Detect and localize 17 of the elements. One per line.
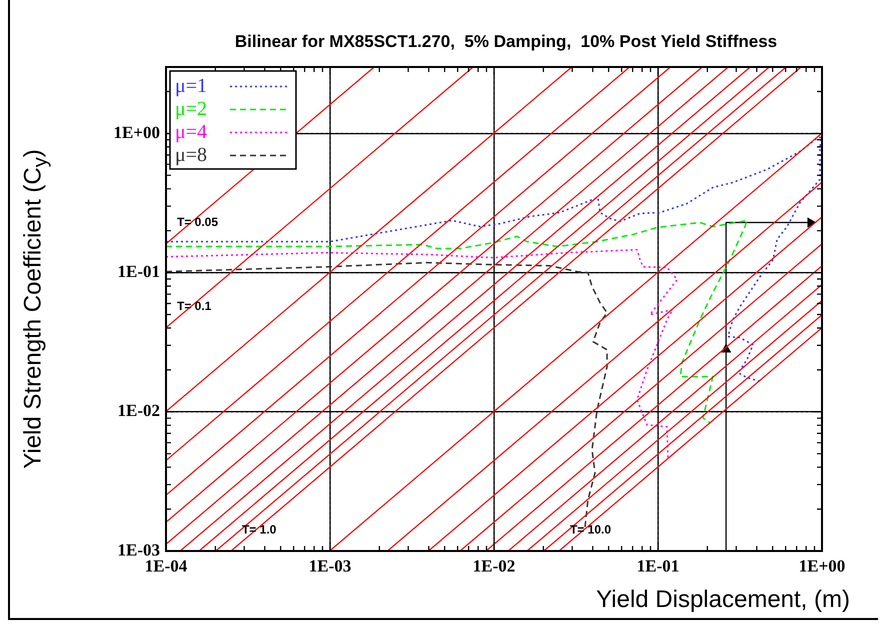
- legend-label: μ=4: [175, 120, 208, 143]
- chart-title: Bilinear for MX85SCT1.270, 5% Damping, 10% Post Yield Stiffness: [234, 32, 778, 52]
- x-tick-label: 1E-04: [144, 556, 188, 576]
- legend-label: μ=2: [175, 98, 208, 120]
- y-tick-label: 1E-01: [118, 262, 160, 281]
- x-tick-label: 1E+00: [798, 556, 846, 576]
- legend-label: μ=1: [175, 74, 208, 97]
- legend-label: μ=8: [175, 144, 208, 166]
- x-tick-label: 1E-01: [636, 556, 680, 576]
- x-axis-title: Yield Displacement, (m): [596, 586, 850, 614]
- y-tick-label: 1E+00: [113, 122, 160, 142]
- y-tick-label: 1E-02: [118, 401, 160, 420]
- x-tick-label: 1E-03: [308, 556, 352, 576]
- annotation: T= 0.1: [177, 299, 212, 314]
- y-tick-label: 1E-03: [118, 540, 160, 560]
- x-tick-label: 1E-02: [472, 556, 516, 576]
- annotation: T= 0.05: [177, 215, 218, 230]
